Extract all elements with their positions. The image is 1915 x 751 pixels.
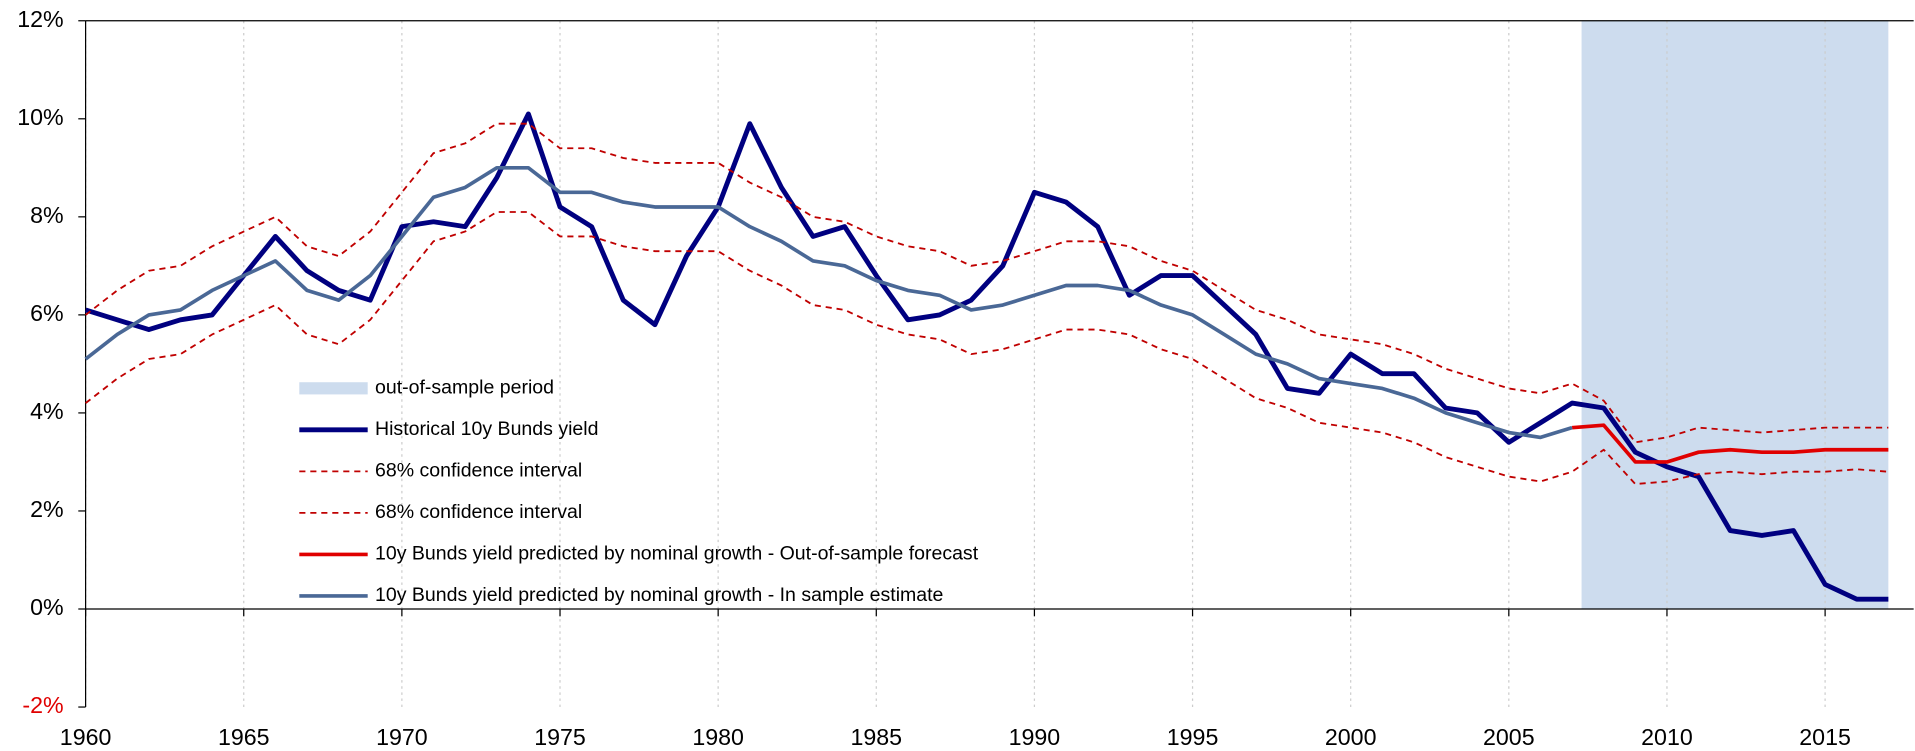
x-tick-label: 2005	[1483, 724, 1535, 750]
x-tick-label: 2015	[1799, 724, 1851, 750]
y-tick-label: -2%	[22, 692, 63, 718]
x-tick-label: 1985	[850, 724, 902, 750]
series-line	[1571, 423, 1889, 464]
legend-swatch	[299, 382, 368, 395]
y-tick-label: 2%	[30, 496, 64, 522]
series-line	[84, 165, 1573, 440]
y-tick-label: 4%	[30, 398, 64, 424]
legend-label: 68% confidence interval	[375, 501, 582, 523]
legend-label: 10y Bunds yield predicted by nominal gro…	[375, 584, 943, 606]
x-tick-label: 1980	[692, 724, 744, 750]
y-tick-label: 8%	[30, 202, 64, 228]
x-tick-label: 1970	[376, 724, 428, 750]
series-line	[85, 122, 1889, 444]
x-tick-label: 1965	[218, 724, 270, 750]
x-tick-label: 1975	[534, 724, 586, 750]
legend-label: Historical 10y Bunds yield	[375, 418, 598, 440]
y-tick-label: 6%	[30, 300, 64, 326]
series-line	[84, 111, 1889, 602]
out-of-sample-band	[1581, 20, 1889, 609]
x-tick-label: 1960	[60, 724, 112, 750]
legend-label: 10y Bunds yield predicted by nominal gro…	[375, 543, 979, 565]
legend-label: out-of-sample period	[375, 376, 554, 398]
y-tick-label: 0%	[30, 594, 64, 620]
x-tick-label: 1995	[1167, 724, 1219, 750]
y-tick-label: 12%	[17, 6, 63, 32]
x-tick-label: 2010	[1641, 724, 1693, 750]
series-line	[85, 211, 1889, 485]
legend-label: 68% confidence interval	[375, 460, 582, 482]
x-tick-label: 2000	[1325, 724, 1377, 750]
x-tick-label: 1990	[1009, 724, 1061, 750]
y-tick-label: 10%	[17, 104, 63, 130]
